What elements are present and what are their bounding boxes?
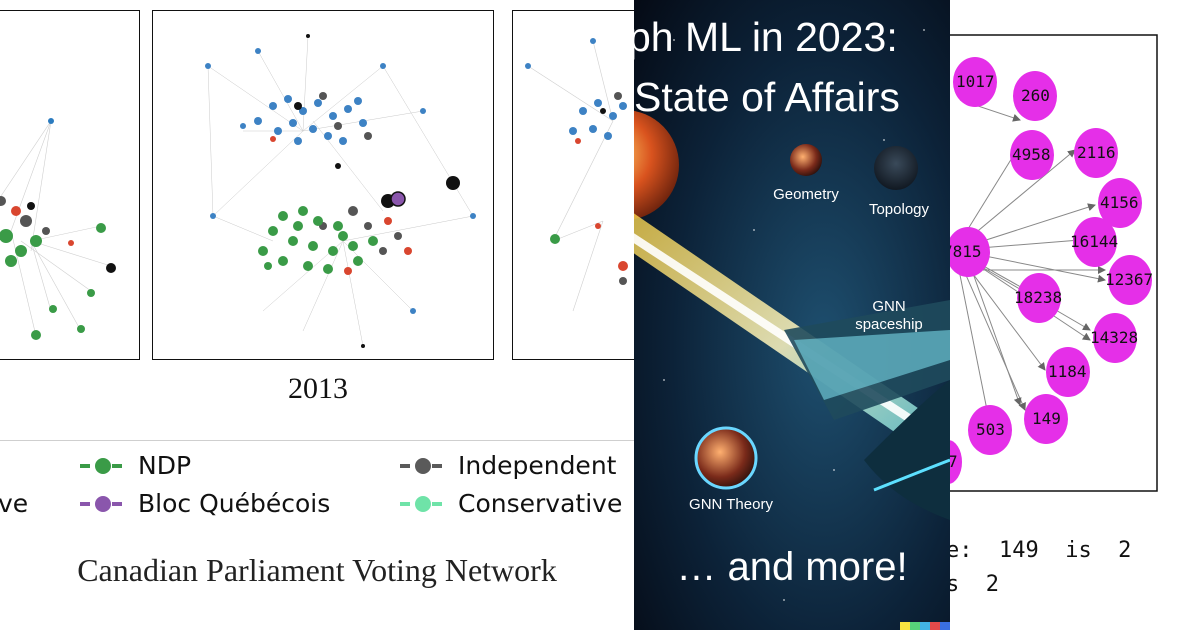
node-label-1184: 1184 <box>1048 362 1087 381</box>
node-label-2116: 2116 <box>1077 143 1116 162</box>
legend-label-partial: ve <box>0 489 29 518</box>
year-label: 2013 <box>288 372 348 405</box>
poster-title-line1: ph ML in 2023: <box>634 14 898 60</box>
node-12367 <box>1108 255 1152 305</box>
node-16144 <box>1073 217 1117 267</box>
and-more-text: … and more! <box>676 545 908 589</box>
node-label-18238: 18238 <box>1014 288 1063 307</box>
dalle-signature-icon <box>900 622 950 630</box>
node-14328 <box>1093 313 1137 363</box>
topology-label: Topology <box>868 201 930 218</box>
network-graph-next <box>525 38 628 312</box>
gnn-spaceship <box>784 300 950 520</box>
network-plot-next <box>512 10 634 360</box>
spaceship-label-line2: spaceship <box>855 316 923 333</box>
legend-label-bloc: Bloc Québécois <box>138 489 331 518</box>
node-label-12367: 12367 <box>1105 270 1154 289</box>
legend-item-bloc: Bloc Québécois <box>80 489 330 518</box>
geometry-label: Geometry <box>773 186 839 203</box>
bloc-marker-icon <box>80 495 126 512</box>
node-7 <box>950 440 962 484</box>
node-260 <box>1013 71 1057 121</box>
node-label-7: 7 <box>950 452 958 471</box>
node-label-14328: 14328 <box>1090 328 1139 347</box>
node-label-4156: 4156 <box>1100 193 1139 212</box>
network-plot-2013 <box>152 10 494 360</box>
node-1017 <box>953 57 997 107</box>
ndp-marker-icon <box>80 457 126 474</box>
node-graph-panel: 1017 260 4958 2116 4156 16144 12367 7815… <box>950 0 1200 630</box>
orange-planet <box>634 110 679 220</box>
node-label-149: 149 <box>1032 409 1061 428</box>
geometry-planet <box>790 144 822 176</box>
legend-item-independent: Independent <box>400 451 616 480</box>
legend-label-conservative: Conservative <box>458 489 623 518</box>
node-label-260: 260 <box>1021 86 1050 105</box>
legend-item-ndp: NDP <box>80 451 191 480</box>
voting-network-panel: 2013 NDP Independent ve Bloc Qué <box>0 10 634 588</box>
output-text-line1: e: 149 is 2 <box>950 538 1132 563</box>
independent-marker-icon <box>400 457 446 474</box>
network-graph-previous <box>0 118 116 340</box>
node-7815 <box>950 227 990 277</box>
node-1184 <box>1046 347 1090 397</box>
node-149 <box>1024 394 1068 444</box>
space-illustration <box>634 0 950 630</box>
network-plot-previous <box>0 10 140 360</box>
network-graph-2013 <box>205 34 476 348</box>
node-label-16144: 16144 <box>1070 232 1119 251</box>
legend-item-conservative: Conservative <box>400 489 622 518</box>
poster-panel: ph ML in 2023: State of Affairs Geometry… <box>634 0 950 630</box>
theory-planet <box>694 426 758 490</box>
legend-label-ndp: NDP <box>138 451 192 480</box>
conservative-marker-icon <box>400 495 446 512</box>
node-label-503: 503 <box>976 420 1005 439</box>
output-text-line2: s 2 <box>950 572 999 597</box>
figure-caption: Canadian Parliament Voting Network <box>77 552 557 588</box>
gnn-theory-label: GNN Theory <box>689 496 773 513</box>
node-18238 <box>1017 273 1061 323</box>
poster-title-line2: State of Affairs <box>634 74 900 120</box>
topology-planet <box>874 146 918 190</box>
node-4958 <box>1010 130 1054 180</box>
legend-item-partial: ve <box>0 489 28 518</box>
spaceship-label-line1: GNN <box>872 298 906 315</box>
node-label-4958: 4958 <box>1012 145 1051 164</box>
node-4156 <box>1098 178 1142 228</box>
node-503 <box>968 405 1012 455</box>
node-2116 <box>1074 128 1118 178</box>
node-label-1017: 1017 <box>956 72 995 91</box>
party-legend: NDP Independent ve Bloc Québécois Co <box>0 440 634 541</box>
legend-label-independent: Independent <box>458 451 617 480</box>
node-labels: 1017 260 4958 2116 4156 16144 12367 7815… <box>950 0 1200 630</box>
